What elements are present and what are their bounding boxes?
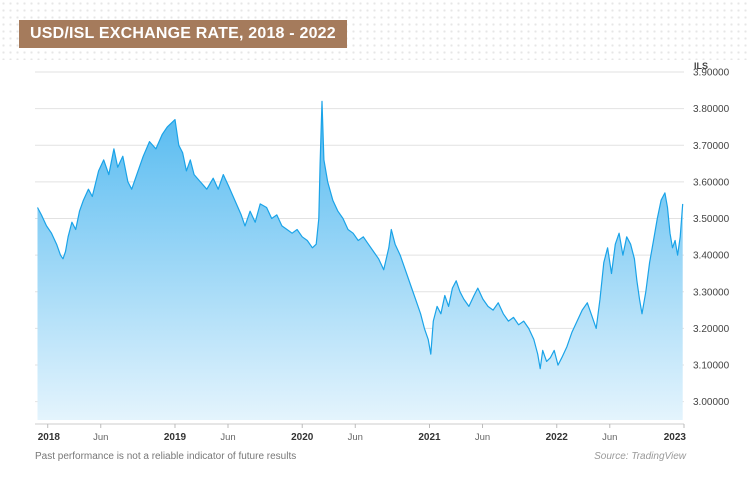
disclaimer-text: Past performance is not a reliable indic… [35,451,297,462]
x-tick-label: Jun [220,432,235,443]
y-tick-label: 3.30000 [693,287,730,298]
x-tick-label: Jun [348,432,363,443]
x-tick-label: Jun [93,432,108,443]
x-tick-label: 2018 [38,432,61,443]
y-tick-label: 3.70000 [693,141,730,152]
y-tick-label: 3.60000 [693,177,730,188]
x-tick-label: 2019 [164,432,187,443]
x-tick-label: 2021 [418,432,441,443]
y-tick-label: 3.90000 [693,68,730,79]
y-tick-label: 3.80000 [693,104,730,115]
chart-title-badge: USD/ISL EXCHANGE RATE, 2018 - 2022 [19,20,347,48]
x-tick-label: Jun [602,432,617,443]
y-tick-label: 3.20000 [693,324,730,335]
y-axis: 3.90000 3.80000 3.70000 3.60000 3.50000 3.400… [693,68,730,409]
y-tick-label: 3.00000 [693,397,730,408]
series-line [36,100,684,370]
y-tick-label: 3.40000 [693,251,730,262]
area-layer [36,100,684,421]
x-tick-label: Jun [475,432,490,443]
x-tick-label: 2023 [664,432,687,443]
x-tick-label: 2020 [291,432,314,443]
y-axis-unit-label: ILS [694,61,708,71]
x-axis: 2018 Jun 2019 Jun 2020 Jun 2021 Jun 2022 Jun 2023 [35,423,687,443]
x-tick-label: 2022 [546,432,569,443]
source-text: Source: TradingView [594,451,686,462]
y-tick-label: 3.50000 [693,214,730,225]
y-tick-label: 3.10000 [693,361,730,372]
series-area [37,101,683,421]
